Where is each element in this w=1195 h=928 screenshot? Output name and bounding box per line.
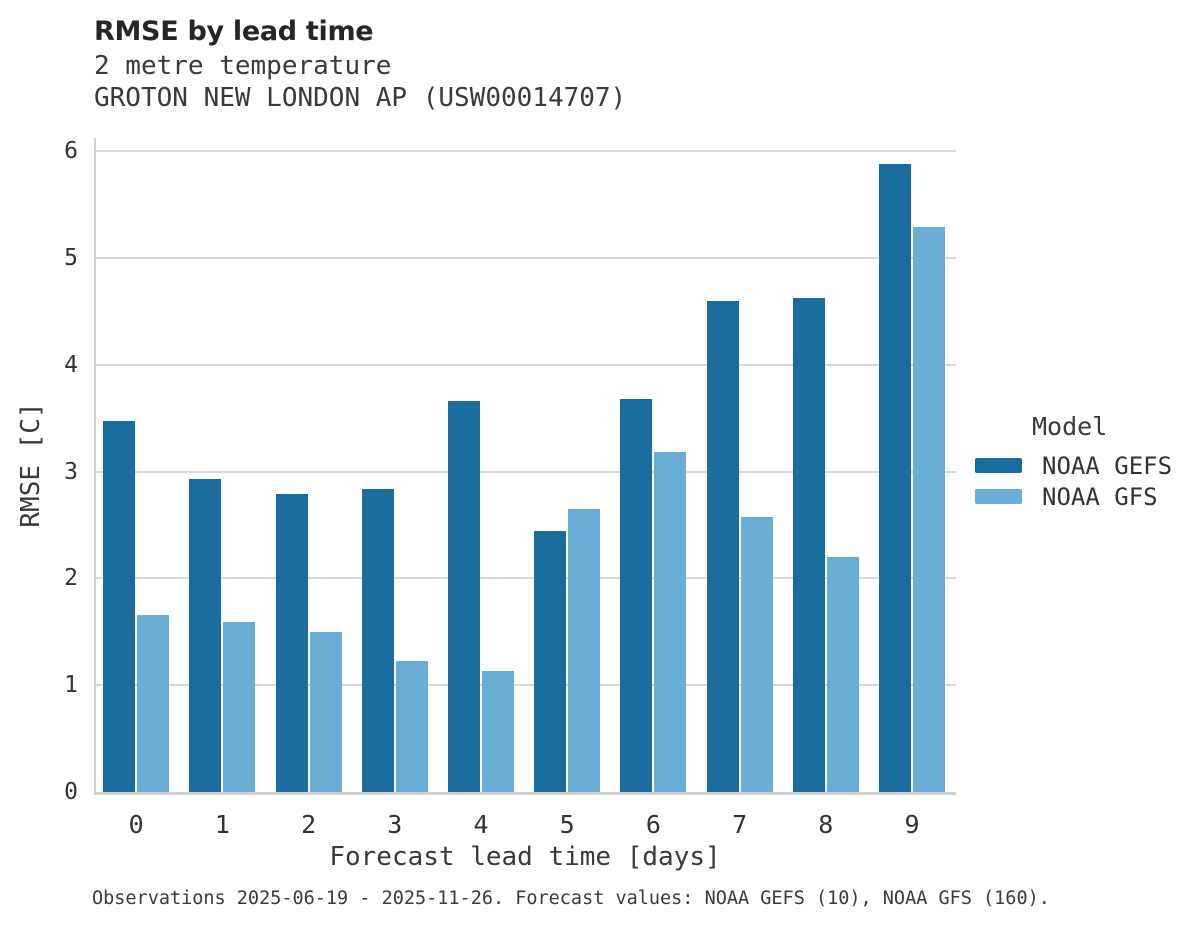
y-tick-label-6: 6 [64, 138, 78, 165]
legend-title: Model [1032, 412, 1108, 441]
gridline-y-3 [96, 470, 956, 473]
bar-noaa-gfs-lead-2 [309, 631, 342, 792]
bar-noaa-gfs-lead-7 [740, 517, 773, 792]
gridline-y-6 [96, 150, 956, 153]
x-tick-label-7: 7 [732, 810, 748, 839]
y-tick-label-1: 1 [64, 672, 78, 699]
bar-noaa-gfs-lead-1 [223, 622, 256, 792]
bar-noaa-gefs-lead-8 [792, 298, 825, 792]
bar-noaa-gfs-lead-3 [395, 660, 428, 792]
gridline-y-4 [96, 363, 956, 366]
bar-noaa-gfs-lead-0 [137, 614, 170, 792]
y-tick-label-2: 2 [64, 565, 78, 592]
chart-subtitle-station: GROTON NEW LONDON AP (USW00014707) [94, 83, 627, 113]
y-tick-label-3: 3 [64, 458, 78, 485]
chart-title: RMSE by lead time [94, 16, 374, 47]
x-axis-title: Forecast lead time [days] [329, 842, 721, 872]
bar-noaa-gfs-lead-4 [482, 671, 514, 792]
bar-noaa-gfs-lead-5 [568, 508, 601, 792]
bar-noaa-gefs-lead-1 [189, 479, 222, 792]
chart-subtitle-variable: 2 metre temperature [94, 51, 392, 81]
bar-noaa-gefs-lead-7 [706, 300, 739, 792]
x-tick-label-9: 9 [904, 810, 920, 839]
legend-swatch-noaa-gfs [975, 489, 1022, 504]
bar-noaa-gefs-lead-6 [620, 398, 653, 792]
legend-swatch-noaa-gefs [975, 458, 1022, 473]
legend-entry-noaa-gfs: NOAA GFS [975, 481, 1158, 512]
y-tick-label-0: 0 [64, 779, 78, 805]
x-tick-label-5: 5 [559, 810, 575, 839]
y-tick-label-5: 5 [64, 244, 78, 271]
bar-noaa-gefs-lead-3 [361, 488, 394, 792]
gridline-y-2 [96, 577, 956, 580]
bar-noaa-gefs-lead-5 [534, 531, 567, 792]
bar-noaa-gefs-lead-4 [448, 401, 480, 792]
x-tick-label-0: 0 [128, 810, 144, 839]
x-tick-label-8: 8 [818, 810, 834, 839]
legend-label-noaa-gefs: NOAA GEFS [1042, 451, 1173, 480]
bar-noaa-gefs-lead-9 [879, 163, 911, 792]
bar-noaa-gefs-lead-2 [275, 493, 308, 792]
plot-area [94, 138, 956, 795]
legend-label-noaa-gfs: NOAA GFS [1042, 482, 1158, 511]
gridline-y-1 [96, 684, 956, 687]
x-tick-label-2: 2 [301, 810, 317, 839]
gridline-y-5 [96, 256, 956, 259]
bar-noaa-gfs-lead-6 [654, 452, 687, 792]
bar-noaa-gfs-lead-9 [913, 226, 945, 792]
legend-entry-noaa-gefs: NOAA GEFS [975, 450, 1172, 481]
y-tick-label-4: 4 [64, 351, 78, 378]
x-tick-label-1: 1 [214, 810, 230, 839]
figure-caption: Observations 2025-06-19 - 2025-11-26. Fo… [92, 888, 1050, 909]
x-tick-label-6: 6 [645, 810, 661, 839]
x-tick-label-4: 4 [473, 810, 489, 839]
x-tick-label-3: 3 [387, 810, 403, 839]
bar-noaa-gefs-lead-0 [103, 421, 136, 792]
bar-noaa-gfs-lead-8 [826, 556, 859, 792]
